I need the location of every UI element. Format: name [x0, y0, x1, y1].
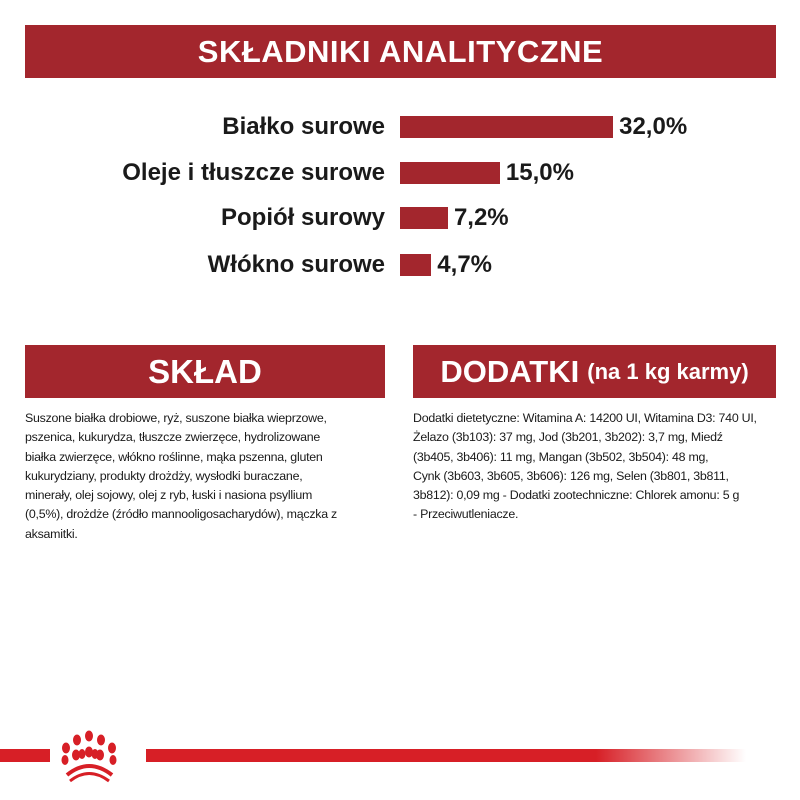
footer-stripe-left [0, 749, 50, 762]
bar-label: Włókno surowe [207, 251, 385, 278]
additives-header: DODATKI (na 1 kg karmy) [413, 345, 776, 398]
composition-title: SKŁAD [148, 352, 262, 390]
bar-label: Oleje i tłuszcze surowe [122, 159, 385, 186]
additives-subtitle: (na 1 kg karmy) [587, 358, 749, 384]
footer-stripe-right [146, 749, 746, 762]
composition-text: Suszone białka drobiowe, ryż, suszone bi… [25, 409, 337, 544]
composition-line: Suszone białka drobiowe, ryż, suszone bi… [25, 411, 327, 425]
additives-line: Cynk (3b603, 3b605, 3b606): 126 mg, Sele… [413, 468, 729, 483]
bar [400, 162, 500, 184]
composition-header: SKŁAD [25, 345, 385, 398]
bar-label: Popiół surowy [220, 204, 385, 231]
bar-value-label: 4,7% [437, 251, 492, 278]
additives-line: 3b812): 0,09 mg - Dodatki zootechniczne:… [413, 488, 740, 503]
additives-line: (3b405, 3b406): 11 mg, Mangan (3b502, 3b… [413, 449, 709, 464]
analytical-constituents-title: SKŁADNIKI ANALITYCZNE [197, 33, 604, 69]
bar-label: Białko surowe [222, 113, 385, 140]
additives-line: Dodatki dietetyczne: Witamina A: 14200 U… [413, 411, 757, 425]
bar [400, 254, 432, 276]
bar-value-label: 7,2% [453, 204, 509, 231]
bar [400, 207, 448, 229]
bar-value-label: 15,0% [505, 159, 574, 186]
composition-line: pszenica, kukurydza, tłuszcze zwierzęce,… [25, 430, 321, 445]
composition-line: białka zwierzęce, włókno roślinne, mąka … [25, 449, 323, 464]
bar-value-label: 32,0% [619, 113, 688, 140]
royal-canin-crown-icon [61, 730, 117, 783]
bar [400, 116, 614, 138]
composition-line: (0,5%), drożdże (źródło mannooligosachar… [25, 507, 337, 522]
analytical-constituents-header: SKŁADNIKI ANALITYCZNE [25, 25, 776, 78]
additives-text: Dodatki dietetyczne: Witamina A: 14200 U… [413, 409, 757, 525]
additives-line: - Przeciwutleniacze. [413, 507, 519, 522]
composition-line: kukurydziany, produkty drożdży, wysłodki… [25, 468, 303, 483]
additives-line: Żelazo (3b103): 37 mg, Jod (3b201, 3b202… [413, 430, 723, 445]
additives-title: DODATKI [440, 353, 580, 389]
composition-line: aksamitki. [25, 526, 78, 541]
composition-line: minerały, olej sojowy, olej z ryb, łuski… [25, 488, 313, 503]
